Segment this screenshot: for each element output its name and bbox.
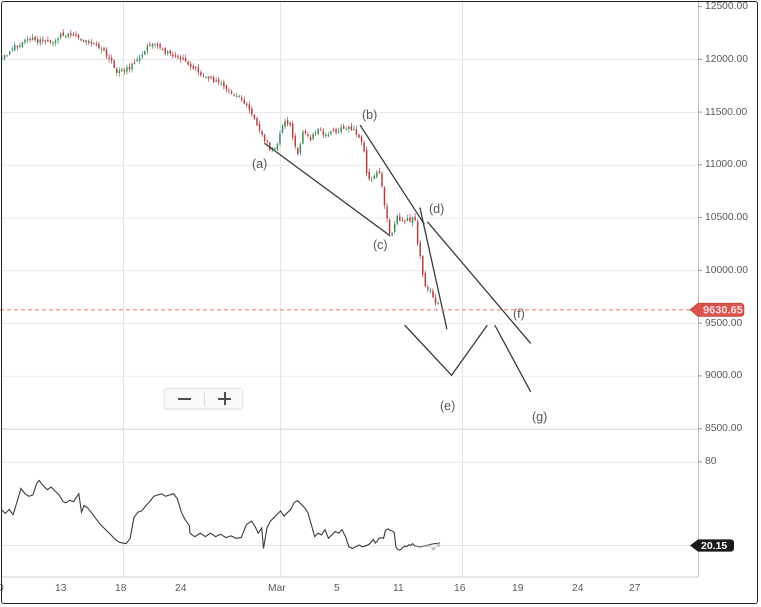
- svg-text:20.15: 20.15: [701, 540, 727, 552]
